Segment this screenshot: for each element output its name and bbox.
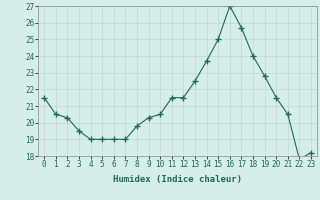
X-axis label: Humidex (Indice chaleur): Humidex (Indice chaleur)	[113, 175, 242, 184]
